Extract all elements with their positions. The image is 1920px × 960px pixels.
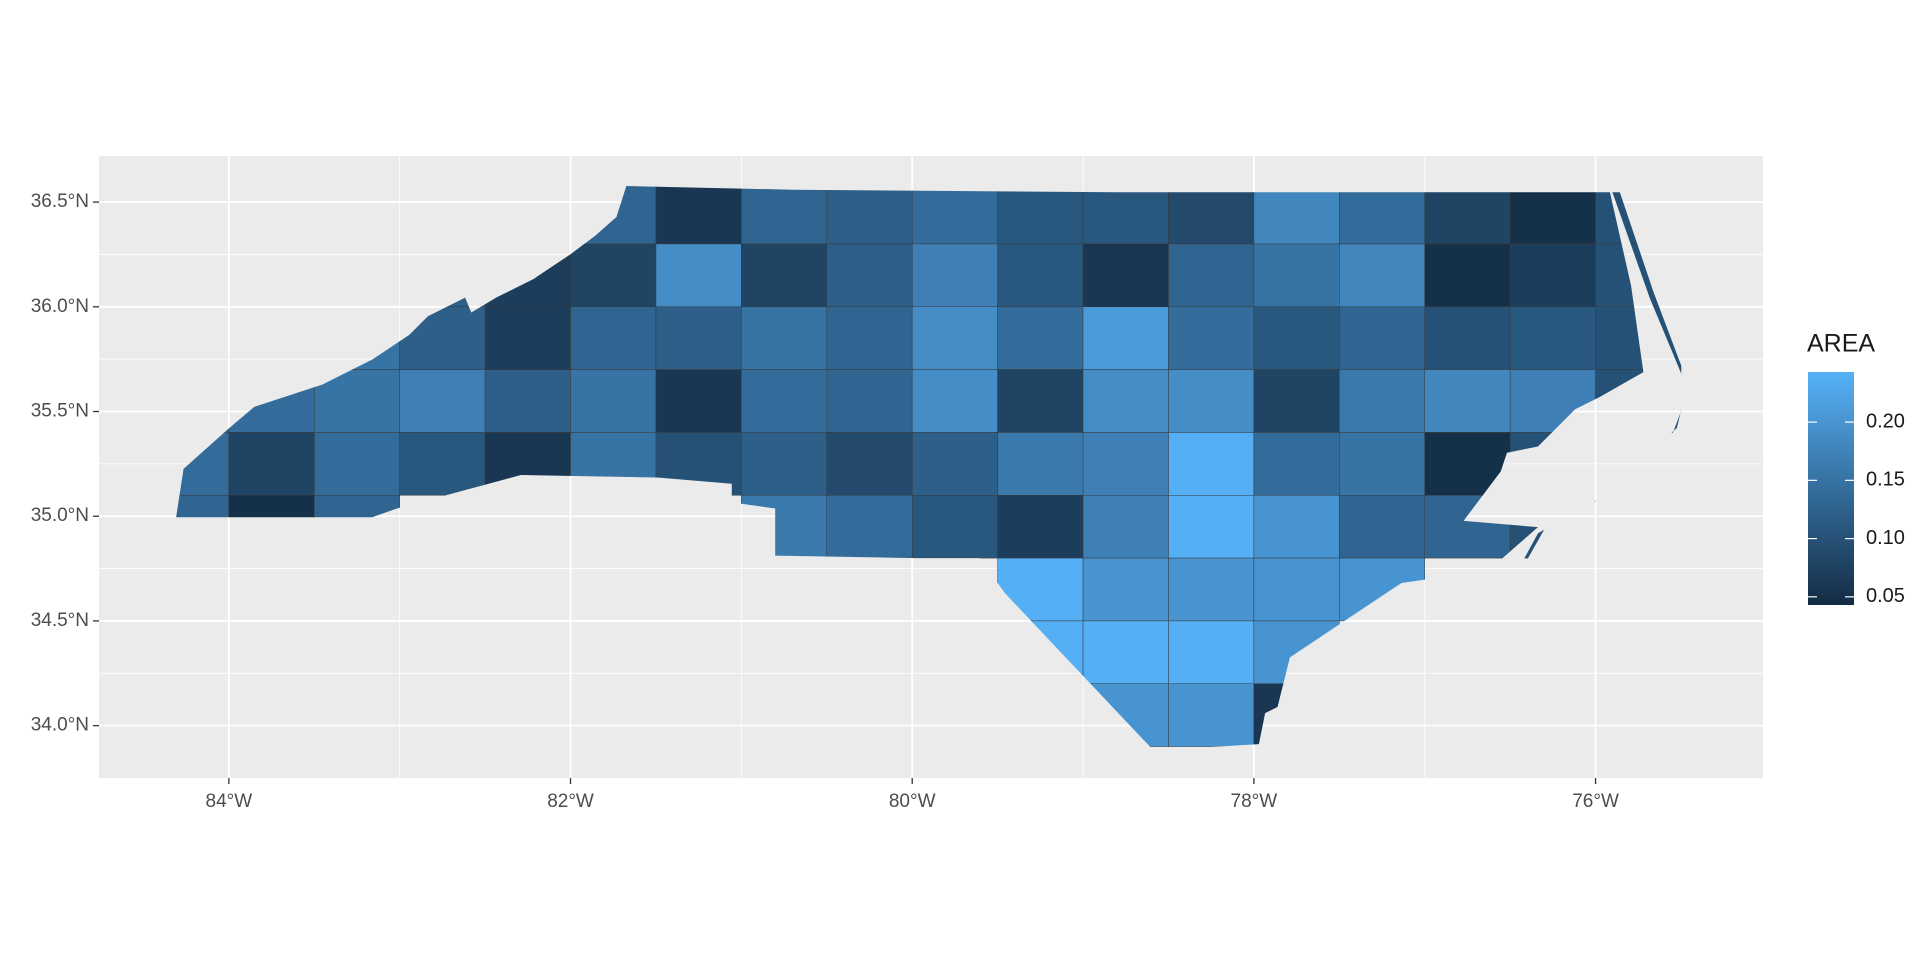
- county: [1339, 495, 1425, 559]
- county: [1253, 243, 1340, 308]
- county: [911, 369, 998, 433]
- county: [570, 306, 657, 370]
- county: [1339, 186, 1425, 245]
- county: [826, 495, 913, 559]
- county: [1168, 557, 1255, 622]
- county: [1168, 620, 1255, 685]
- county: [997, 495, 1084, 559]
- x-tick-label: 76°W: [1572, 791, 1619, 812]
- county: [741, 306, 828, 370]
- county: [997, 243, 1084, 308]
- county: [1168, 432, 1255, 496]
- county: [741, 243, 828, 308]
- county: [1082, 557, 1169, 622]
- county: [1168, 369, 1255, 433]
- county: [911, 306, 998, 370]
- county: [655, 306, 742, 370]
- county: [1168, 306, 1255, 370]
- county: [1168, 186, 1255, 245]
- county: [997, 369, 1084, 433]
- county: [1424, 186, 1511, 245]
- county: [1339, 369, 1425, 433]
- county: [1082, 243, 1169, 308]
- county: [1339, 432, 1425, 496]
- x-tick-label: 82°W: [547, 791, 594, 812]
- y-tick-label: 34.5°N: [31, 610, 89, 631]
- county: [826, 243, 913, 308]
- county: [399, 432, 486, 496]
- county: [484, 306, 571, 370]
- county: [1424, 306, 1511, 370]
- county: [1168, 683, 1255, 747]
- county: [826, 432, 913, 496]
- county: [997, 432, 1084, 496]
- county: [655, 243, 742, 308]
- county: [1082, 495, 1169, 559]
- county: [1253, 369, 1340, 433]
- county: [1253, 495, 1340, 559]
- x-tick-label: 80°W: [889, 791, 936, 812]
- county: [1509, 243, 1596, 308]
- x-tick-label: 78°W: [1231, 791, 1278, 812]
- y-tick-label: 36.5°N: [31, 191, 89, 212]
- county: [1509, 306, 1596, 370]
- county: [1339, 243, 1425, 308]
- county: [228, 432, 315, 496]
- county: [1168, 243, 1255, 308]
- county: [1424, 369, 1511, 433]
- axes: 84°W 82°W 80°W 78°W 76°W 34.0°N 34.5°N 35.0°N 35…: [31, 191, 1619, 812]
- county: [1253, 306, 1340, 370]
- county: [911, 495, 998, 559]
- county: [655, 369, 742, 433]
- county: [911, 432, 998, 496]
- county: [826, 369, 913, 433]
- y-tick-label: 35.0°N: [31, 505, 89, 526]
- y-tick-label: 36.0°N: [31, 296, 89, 317]
- county: [1168, 495, 1255, 559]
- county: [570, 369, 657, 433]
- legend-label: 0.05: [1866, 585, 1905, 607]
- county: [1082, 369, 1169, 433]
- y-tick-label: 34.0°N: [31, 715, 89, 736]
- county: [1509, 186, 1596, 245]
- county: [1339, 306, 1425, 370]
- legend-label: 0.15: [1866, 469, 1905, 491]
- county: [741, 369, 828, 433]
- county: [1253, 432, 1340, 496]
- county: [741, 186, 828, 245]
- county: [314, 432, 400, 496]
- legend-label: 0.20: [1866, 410, 1905, 432]
- county: [1082, 306, 1169, 370]
- legend: 0.05 0.10 0.15 0.20: [1808, 410, 1905, 607]
- county: [826, 306, 913, 370]
- legend-label: 0.10: [1866, 527, 1905, 549]
- county: [997, 306, 1084, 370]
- county: [484, 369, 571, 433]
- county: [911, 186, 998, 245]
- county: [1424, 243, 1511, 308]
- county: [399, 369, 486, 433]
- county: [1253, 186, 1340, 245]
- legend-title: AREA: [1807, 330, 1875, 358]
- county: [570, 243, 657, 308]
- county: [741, 432, 828, 496]
- county: [1253, 557, 1340, 622]
- colorbar: [1808, 372, 1854, 605]
- county: [655, 186, 742, 245]
- x-tick-label: 84°W: [206, 791, 253, 812]
- y-tick-label: 35.5°N: [31, 401, 89, 422]
- county: [1082, 620, 1169, 685]
- county: [1082, 432, 1169, 496]
- county: [911, 243, 998, 308]
